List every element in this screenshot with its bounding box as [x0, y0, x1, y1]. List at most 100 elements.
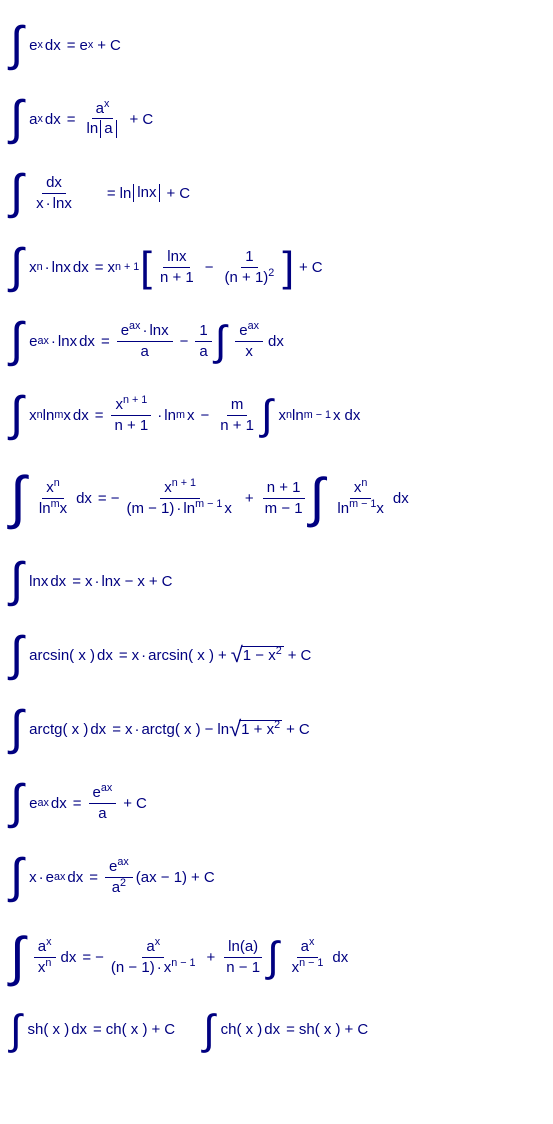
t: x [132, 647, 140, 664]
t: dx [71, 1021, 87, 1038]
t: ch [221, 1021, 237, 1038]
t: n − 1 [299, 957, 323, 969]
t: − [180, 333, 189, 350]
t: = [67, 37, 76, 54]
formula-body: eax dx = eax a + C [29, 783, 147, 823]
t: x [125, 721, 133, 738]
abs: a [100, 120, 116, 138]
formula-row: ∫ ch( x ) dx = sh( x ) + C [203, 1002, 368, 1057]
fraction: eax x [235, 321, 263, 361]
t: C [312, 259, 323, 276]
t: x [187, 407, 195, 424]
t: x [241, 342, 257, 361]
t: 1 + x [241, 721, 274, 738]
integral-sign: ∫ [267, 936, 279, 978]
integral-sign: ∫ [215, 320, 227, 362]
t: 1 [241, 247, 257, 267]
t: lnx [53, 195, 72, 212]
formula-row-pair: ∫ sh( x ) dx = ch( x ) + C ∫ ch( x ) dx … [10, 1002, 533, 1061]
t: e [29, 795, 37, 812]
t: x [164, 479, 172, 496]
t: lnx [58, 333, 77, 350]
t: dx [50, 573, 66, 590]
t: dx [393, 490, 409, 507]
formula-row: ∫ arctg( x ) dx = x · arctg( x ) − ln √ … [10, 694, 533, 764]
t: lnx [52, 259, 71, 276]
t: C [136, 795, 147, 812]
formula-body: eax · lnx dx = eax·lnx a − 1 a ∫ eax x d… [29, 320, 286, 362]
t: x [104, 98, 109, 110]
t: − [111, 490, 120, 507]
t: e [121, 322, 129, 339]
t: 1 [195, 321, 211, 341]
t: + [149, 573, 158, 590]
t: + [191, 869, 200, 886]
t: a [112, 879, 120, 896]
t: = [98, 490, 107, 507]
sqrt: √ 1 + x2 [229, 718, 282, 740]
formula-row: ∫ eax dx = eax a + C [10, 768, 533, 838]
t: (m − 1) [126, 500, 174, 517]
fraction: 1 a [195, 321, 211, 361]
t: + [123, 795, 132, 812]
t: x [279, 407, 287, 424]
t: x [29, 869, 37, 886]
t: a [38, 938, 46, 955]
t: n + 1 [263, 478, 305, 498]
formula-body: xn lnmx dx = xn + 1 n + 1 · lnmx − m n +… [29, 394, 362, 436]
t: − [205, 259, 214, 276]
t: · [94, 573, 99, 590]
formula-row: ∫ ax xn dx = − ax (n − 1)·xn − 1 + ln(a)… [10, 916, 533, 998]
t: 2 [276, 645, 282, 657]
fraction: xn lnm − 1x [333, 478, 388, 518]
integral-sign: ∫ [10, 306, 23, 376]
integral-sign: ∫ [10, 842, 23, 912]
t: arcsin [148, 647, 188, 664]
fraction: ax xn − 1 [288, 937, 328, 977]
integral-sign: ∫ [10, 10, 23, 80]
t: x [63, 407, 71, 424]
t: m − 1 [349, 498, 376, 510]
formula-row: ∫ ex dx = ex + C [10, 10, 533, 80]
integral-sign: ∫ [10, 768, 23, 838]
t: = [101, 333, 110, 350]
t: lnx [149, 322, 168, 339]
formula-row: ∫ ax dx = ax lna + C [10, 84, 533, 154]
t: dx [76, 490, 92, 507]
t: = [67, 111, 76, 128]
integral-sign: ∫ [10, 620, 23, 690]
formula-body: ch( x ) dx = sh( x ) + C [221, 1021, 369, 1038]
t: sh [299, 1021, 315, 1038]
formula-row: ∫ xn lnmx dx = xn + 1 n + 1 · lnmx − m n… [10, 380, 533, 450]
t: · [134, 721, 139, 738]
t: + [130, 111, 139, 128]
integral-sign: ∫ [310, 471, 325, 525]
fraction: ax lna [83, 99, 123, 139]
fraction: ax xn [34, 937, 56, 977]
t: dx [42, 173, 66, 193]
t: x [29, 407, 37, 424]
t: · [176, 500, 181, 517]
t: + [97, 37, 106, 54]
t: x [292, 959, 300, 976]
t: lnx [163, 247, 190, 267]
t: x [36, 195, 44, 212]
t: · [141, 647, 146, 664]
t: + [345, 1021, 354, 1038]
t: (n − 1) [111, 959, 155, 976]
formula-row: ∫ dx x·lnx = ln lnx + C [10, 158, 533, 228]
t: C [299, 721, 310, 738]
t: = [95, 259, 104, 276]
t: · [51, 333, 56, 350]
t: ln(a) [224, 937, 262, 957]
t: C [204, 869, 215, 886]
t: + [245, 490, 254, 507]
t: ( x ) [69, 647, 95, 664]
t: = [72, 573, 81, 590]
sqrt: √ 1 − x2 [231, 644, 284, 666]
integral-formula-list: ∫ ex dx = ex + C ∫ ax dx = ax lna + C ∫ [10, 10, 533, 1061]
fraction: xn lnmx [35, 478, 71, 518]
formula-body: xn lnmx dx = − xn + 1 (m − 1)·lnm − 1x +… [32, 471, 411, 525]
t: a [104, 120, 112, 137]
t: dx [97, 647, 113, 664]
